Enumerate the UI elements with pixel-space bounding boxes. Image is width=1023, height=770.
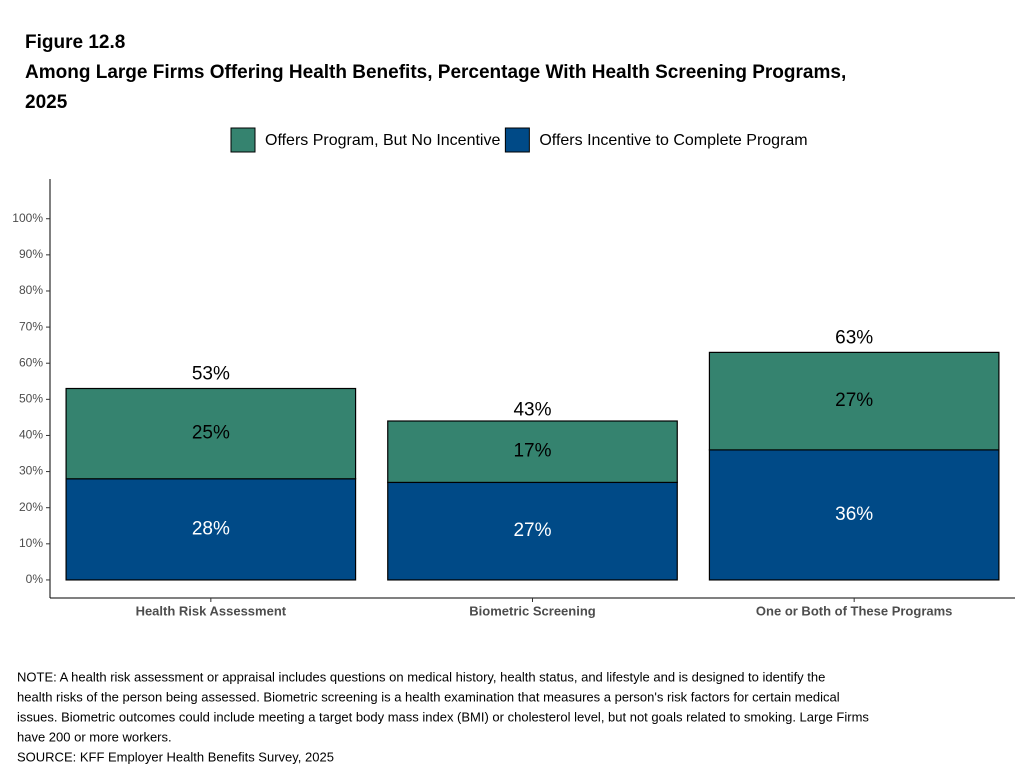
y-tick-label: 0% <box>26 572 44 586</box>
y-tick-label: 20% <box>19 500 43 514</box>
data-label: 28% <box>192 518 230 539</box>
y-tick-label: 70% <box>19 319 43 333</box>
data-label: 36% <box>835 504 873 525</box>
chart-title: Figure 12.8 <box>25 32 125 53</box>
chart-subtitle: Among Large Firms Offering Health Benefi… <box>25 62 846 83</box>
total-label: 43% <box>513 400 551 421</box>
y-tick-label: 50% <box>19 392 43 406</box>
y-tick-label: 40% <box>19 428 43 442</box>
bar-segment <box>65 478 357 581</box>
note: health risks of the person being assesse… <box>17 689 840 704</box>
chart-subtitle: 2025 <box>25 92 68 113</box>
y-tick-label: 90% <box>19 247 43 261</box>
y-tick-label: 80% <box>19 283 43 297</box>
data-label: 25% <box>192 423 230 444</box>
note: have 200 or more workers. <box>17 729 172 744</box>
data-label: 17% <box>513 441 551 462</box>
source: SOURCE: KFF Employer Health Benefits Sur… <box>17 749 334 764</box>
y-tick-label: 10% <box>19 536 43 550</box>
x-tick-label: One or Both of These Programs <box>756 603 952 618</box>
x-tick-label: Health Risk Assessment <box>136 603 287 618</box>
bar-segment <box>65 387 357 480</box>
legend-label: Offers Program, But No Incentive <box>265 132 500 149</box>
total-label: 63% <box>835 327 873 348</box>
bar-segment <box>708 449 1000 581</box>
x-tick-label: Biometric Screening <box>469 603 595 618</box>
legend-label: Offers Incentive to Complete Program <box>539 132 807 149</box>
y-tick-label: 100% <box>12 211 43 225</box>
y-tick-label: 30% <box>19 464 43 478</box>
bar-segment <box>387 420 678 484</box>
y-tick-label: 60% <box>19 355 43 369</box>
bar-segment <box>708 351 1000 451</box>
note: NOTE: A health risk assessment or apprai… <box>17 669 825 684</box>
legend-swatch <box>504 127 530 153</box>
legend-swatch <box>230 127 256 153</box>
note: issues. Biometric outcomes could include… <box>17 709 869 724</box>
bar-segment <box>387 481 678 581</box>
total-label: 53% <box>192 364 230 385</box>
data-label: 27% <box>513 520 551 541</box>
data-label: 27% <box>835 390 873 411</box>
